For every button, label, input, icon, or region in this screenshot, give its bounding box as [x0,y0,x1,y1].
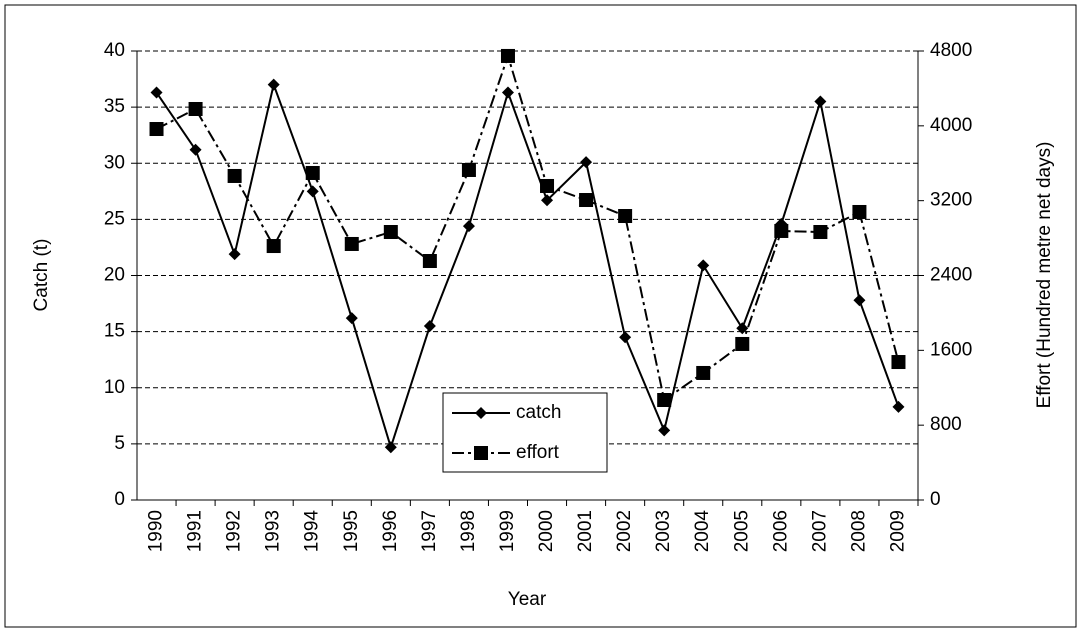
point [228,248,241,261]
legend-label: catch [516,402,561,423]
point [383,225,398,240]
x-tick-label: 2008 [848,510,869,552]
x-tick-label: 1998 [458,510,479,552]
point [892,400,905,413]
y-tick-label: 40 [104,40,125,61]
point [735,336,750,351]
point [345,312,358,325]
point [618,209,633,224]
y-tick-label: 20 [104,265,125,286]
legend-box [442,392,608,473]
x-tick-label: 2004 [692,510,713,553]
point [697,259,710,272]
x-tick-label: 2009 [887,510,908,552]
x-tick-label: 1993 [263,510,284,552]
x-tick-label: 2001 [575,510,596,552]
point [305,165,320,180]
legend-marker [474,446,488,460]
y2-tick-label: 4800 [930,40,972,61]
y-tick-label: 35 [104,96,125,117]
point [580,156,593,169]
y-tick-label: 25 [104,208,125,229]
point [658,424,671,437]
point [541,194,554,207]
point [579,193,594,208]
x-tick-label: 1996 [380,510,401,552]
y2-axis-label: Effort (Hundred metre net days) [1034,142,1055,409]
y-tick-label: 0 [114,489,125,510]
point [540,178,555,193]
x-tick-label: 1999 [497,510,518,552]
x-tick-label: 2000 [536,510,557,552]
point [774,223,789,238]
point [462,220,475,233]
point [384,441,397,454]
point [853,294,866,307]
x-tick-label: 1991 [185,510,206,552]
point [422,254,437,269]
point [736,322,749,335]
point [227,168,242,183]
x-tick-label: 1992 [224,510,245,552]
point [189,143,202,156]
y-tick-label: 30 [104,152,125,173]
x-tick-label: 1997 [419,510,440,552]
point [461,162,476,177]
point [814,95,827,108]
x-tick-label: 1995 [341,510,362,552]
x-tick-label: 2006 [770,510,791,552]
point [891,355,906,370]
point [149,122,164,137]
y2-tick-label: 800 [930,414,962,435]
y-tick-label: 5 [114,433,125,454]
y2-tick-label: 2400 [930,265,972,286]
point [423,320,436,333]
y-tick-label: 10 [104,377,125,398]
x-tick-label: 2005 [731,510,752,552]
point [150,86,163,99]
y-tick-label: 15 [104,321,125,342]
point [696,365,711,380]
point [344,236,359,251]
point [852,204,867,219]
x-tick-label: 2003 [653,510,674,552]
point [500,48,515,63]
point [657,393,672,408]
chart-frame [4,4,1077,628]
legend-marker [475,407,487,419]
point [619,331,632,344]
y2-tick-label: 1600 [930,339,972,360]
x-tick-label: 1990 [146,510,167,552]
y2-tick-label: 0 [930,489,941,510]
x-axis-label: Year [508,589,547,610]
x-tick-label: 1994 [302,510,323,553]
x-tick-label: 2002 [614,510,635,552]
point [813,225,828,240]
y2-tick-label: 4000 [930,115,972,136]
series-line [156,52,900,402]
point [188,101,203,116]
x-tick-label: 2007 [809,510,830,552]
y2-tick-label: 3200 [930,190,972,211]
point [306,185,319,198]
point [501,86,514,99]
point [267,78,280,91]
point [266,239,281,254]
legend-label: effort [516,442,560,463]
y-axis-label: Catch (t) [31,239,52,312]
series-line [155,81,900,451]
